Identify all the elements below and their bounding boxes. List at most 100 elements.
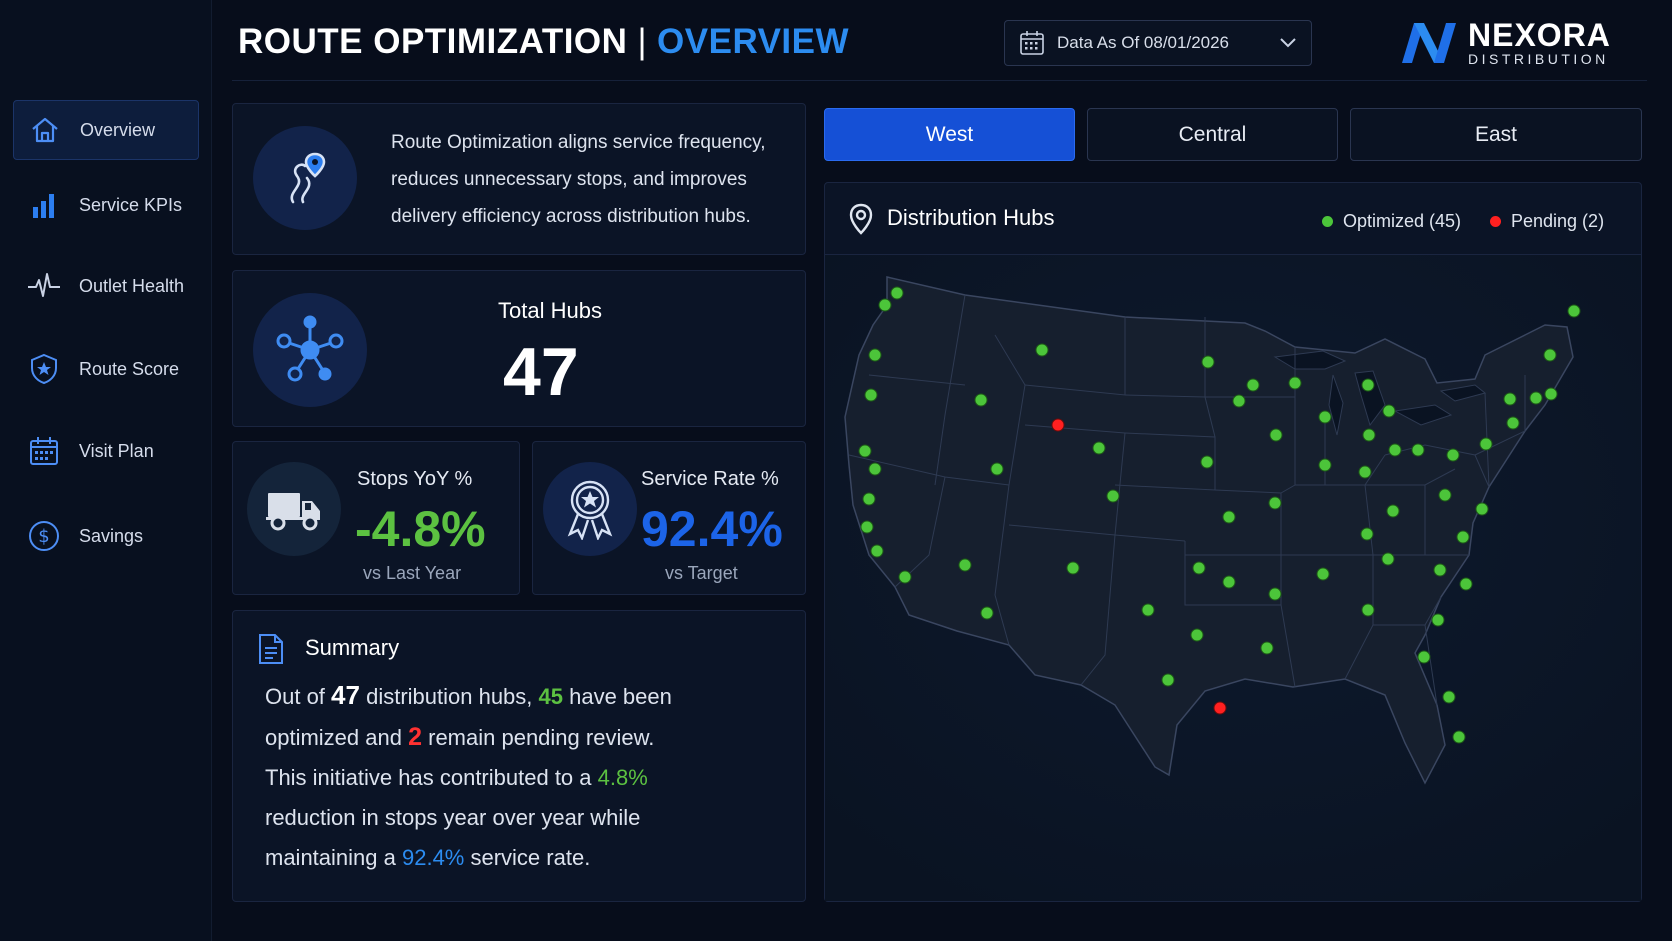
hub-marker-optimized [980, 606, 994, 620]
hub-marker-optimized [1438, 488, 1452, 502]
total-hubs-card: Total Hubs 47 [232, 270, 806, 427]
hub-marker-optimized [1417, 650, 1431, 664]
hub-marker-optimized [1452, 730, 1466, 744]
intro-card: Route Optimization aligns service freque… [232, 103, 806, 255]
summary-pending: 2 [408, 723, 422, 751]
summary-reduction: 4.8% [597, 765, 648, 790]
hub-marker-optimized [1567, 304, 1581, 318]
hub-marker-pending [1213, 701, 1227, 715]
hub-marker-optimized [870, 544, 884, 558]
sidebar-item-route-score[interactable]: Route Score [13, 339, 199, 399]
hub-marker-optimized [1190, 628, 1204, 642]
hub-marker-optimized [1161, 673, 1175, 687]
calendar-icon [30, 437, 58, 465]
tab-central[interactable]: Central [1087, 108, 1338, 161]
sidebar-item-outlet-health[interactable]: Outlet Health [13, 256, 199, 316]
summary-optimized: 45 [538, 684, 563, 709]
hub-marker-optimized [1506, 416, 1520, 430]
calendar-icon [1020, 31, 1044, 55]
sidebar-item-label: Overview [80, 119, 156, 140]
hub-marker-optimized [868, 348, 882, 362]
hub-marker-optimized [1479, 437, 1493, 451]
pulse-icon [28, 273, 60, 297]
hub-marker-optimized [1382, 404, 1396, 418]
sidebar-item-label: Outlet Health [79, 275, 185, 296]
tab-east[interactable]: East [1350, 108, 1642, 161]
route-pin-icon [253, 126, 357, 230]
hub-marker-optimized [1092, 441, 1106, 455]
hub-marker-optimized [1433, 563, 1447, 577]
hub-marker-pending [1051, 418, 1065, 432]
tab-west[interactable]: West [824, 108, 1075, 161]
sidebar-item-savings[interactable]: $ Savings [13, 506, 199, 566]
hub-marker-optimized [860, 520, 874, 534]
date-label: Data As Of 08/01/2026 [1057, 33, 1230, 52]
hub-marker-optimized [958, 558, 972, 572]
pending-dot-icon [1490, 216, 1501, 227]
hub-marker-optimized [1446, 448, 1460, 462]
hub-marker-optimized [1141, 603, 1155, 617]
hub-marker-optimized [1288, 376, 1302, 390]
service-rate-value: 92.4% [641, 501, 783, 557]
us-outline [844, 276, 1574, 785]
svg-text:$: $ [38, 526, 49, 547]
hub-marker-optimized [1388, 443, 1402, 457]
hub-marker-optimized [1503, 392, 1517, 406]
sidebar-item-service-kpis[interactable]: Service KPIs [13, 175, 199, 235]
total-hubs-label: Total Hubs [498, 298, 602, 323]
stops-yoy-card: Stops YoY % -4.8% vs Last Year [232, 441, 520, 595]
hub-marker-optimized [1360, 527, 1374, 541]
hub-markers [858, 286, 1581, 744]
hub-marker-optimized [1268, 587, 1282, 601]
hub-marker-optimized [1222, 510, 1236, 524]
logo-mark-icon [1402, 23, 1456, 63]
sidebar-item-visit-plan[interactable]: Visit Plan [13, 421, 199, 481]
hub-marker-optimized [1361, 603, 1375, 617]
hub-marker-optimized [1411, 443, 1425, 457]
hub-marker-optimized [1543, 348, 1557, 362]
sidebar-item-overview[interactable]: Overview [13, 100, 199, 160]
total-hubs-value: 47 [503, 334, 579, 410]
hub-marker-optimized [974, 393, 988, 407]
sidebar-item-label: Service KPIs [79, 194, 183, 215]
hub-marker-optimized [1066, 561, 1080, 575]
network-icon [253, 293, 367, 407]
us-map [825, 255, 1641, 901]
hub-marker-optimized [1318, 410, 1332, 424]
great-lakes [1273, 350, 1487, 436]
hub-marker-optimized [1358, 465, 1372, 479]
hub-marker-optimized [1106, 489, 1120, 503]
truck-icon [247, 462, 341, 556]
chevron-down-icon [1280, 38, 1296, 48]
hub-marker-optimized [1386, 504, 1400, 518]
hub-marker-optimized [1456, 530, 1470, 544]
map-pin-icon [849, 203, 873, 235]
award-icon [543, 462, 637, 556]
hub-marker-optimized [1260, 641, 1274, 655]
hub-marker-optimized [1361, 378, 1375, 392]
summary-title: Summary [305, 635, 400, 660]
legend-pending: Pending (2) [1490, 211, 1604, 232]
map-header: Distribution Hubs Optimized (45) Pending… [825, 183, 1641, 255]
hub-marker-optimized [1431, 613, 1445, 627]
hub-marker-optimized [858, 444, 872, 458]
bar-chart-icon [33, 194, 54, 218]
hub-marker-optimized [898, 570, 912, 584]
intro-text: Route Optimization aligns service freque… [391, 132, 766, 227]
logo: NEXORA DISTRIBUTION [1400, 18, 1622, 68]
summary-total: 47 [331, 680, 360, 710]
legend-optimized: Optimized (45) [1322, 211, 1461, 232]
sidebar-item-label: Route Score [79, 358, 180, 379]
service-rate-card: Service Rate % 92.4% vs Target [532, 441, 806, 595]
stops-yoy-sub: vs Last Year [363, 563, 462, 583]
hub-marker-optimized [1381, 552, 1395, 566]
hub-marker-optimized [1442, 690, 1456, 704]
hub-marker-optimized [1222, 575, 1236, 589]
sidebar: Overview Service KPIs Outlet Health Rout… [0, 0, 212, 941]
date-selector[interactable]: Data As Of 08/01/2026 [1004, 20, 1312, 66]
hub-marker-optimized [1269, 428, 1283, 442]
hub-marker-optimized [1544, 387, 1558, 401]
document-icon [259, 634, 283, 664]
hub-marker-optimized [1318, 458, 1332, 472]
hub-marker-optimized [1246, 378, 1260, 392]
